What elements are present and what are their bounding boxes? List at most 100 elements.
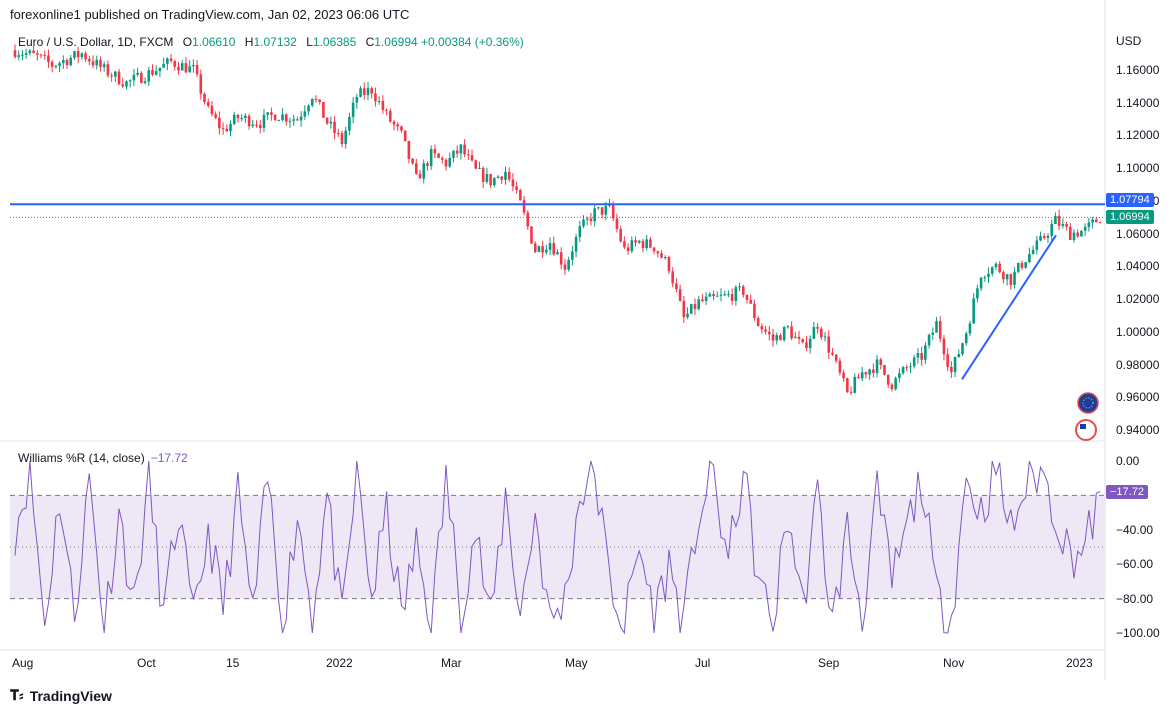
candle-body xyxy=(656,251,660,254)
indicator-value: −17.72 xyxy=(150,451,188,465)
candle-body xyxy=(1072,232,1076,240)
candle-body xyxy=(526,212,530,227)
candle-body xyxy=(91,61,95,66)
candle-body xyxy=(950,366,953,373)
candle-body xyxy=(262,114,266,128)
candle-body xyxy=(883,364,886,375)
candle-body xyxy=(794,336,797,339)
candle-body xyxy=(370,88,374,94)
candle-body xyxy=(366,88,370,95)
candle-body xyxy=(314,98,318,100)
low-label: L xyxy=(306,35,313,49)
indicator-legend[interactable]: Williams %R (14, close) −17.72 xyxy=(18,451,188,465)
candle-body xyxy=(50,62,54,67)
candle-body xyxy=(786,326,790,328)
candle-body xyxy=(281,114,284,121)
candle-body xyxy=(1054,215,1057,224)
candle-body xyxy=(675,283,678,290)
candle-body xyxy=(232,114,236,125)
candle-body xyxy=(842,372,845,379)
candle-body xyxy=(585,218,589,220)
candle-body xyxy=(898,373,901,379)
candle-body xyxy=(1042,236,1046,238)
candle-body xyxy=(143,81,147,83)
candle-body xyxy=(266,112,269,115)
candle-body xyxy=(422,163,426,179)
price-tick-label: 1.02000 xyxy=(1116,292,1160,307)
candle-body xyxy=(767,331,771,335)
candle-body xyxy=(374,93,377,102)
candle-body xyxy=(17,55,21,57)
candle-body xyxy=(184,63,188,73)
candle-body xyxy=(180,63,184,71)
candle-body xyxy=(385,110,388,112)
candle-body xyxy=(1002,272,1005,280)
symbol-name[interactable]: Euro / U.S. Dollar, 1D, FXCM xyxy=(18,35,174,49)
candle-body xyxy=(110,75,113,77)
candle-body xyxy=(990,267,994,274)
candle-body xyxy=(548,243,552,250)
candle-body xyxy=(652,247,656,252)
candle-body xyxy=(24,53,28,55)
candle-body xyxy=(203,93,206,103)
candle-body xyxy=(671,271,674,284)
candle-body xyxy=(704,296,708,302)
williams-r-line xyxy=(14,459,1101,635)
candle-body xyxy=(1031,249,1035,254)
candle-body xyxy=(1009,274,1013,285)
candle-body xyxy=(500,176,504,180)
candle-body xyxy=(571,251,574,260)
candle-body xyxy=(519,189,522,201)
candle-body xyxy=(1016,263,1020,272)
candle-body xyxy=(927,334,931,346)
candle-body xyxy=(715,295,719,297)
candle-body xyxy=(504,171,507,180)
candle-body xyxy=(121,84,125,87)
candle-body xyxy=(277,120,281,122)
candle-body xyxy=(210,105,214,115)
candle-body xyxy=(619,229,622,242)
time-tick-label: 15 xyxy=(226,656,240,670)
candle-body xyxy=(188,66,191,73)
candle-body xyxy=(415,163,418,174)
candle-body xyxy=(730,294,734,301)
candle-body xyxy=(894,378,897,390)
candle-body xyxy=(537,246,541,252)
candle-body xyxy=(511,179,515,187)
candle-body xyxy=(377,100,381,102)
candle-body xyxy=(753,303,756,318)
candle-body xyxy=(589,218,593,222)
candle-body xyxy=(255,124,258,126)
candle-body xyxy=(649,239,652,248)
candle-body xyxy=(797,336,801,340)
candle-body xyxy=(162,63,165,68)
change-value: +0.00384 (+0.36%) xyxy=(421,35,524,49)
candle-body xyxy=(433,149,437,154)
candle-body xyxy=(396,124,400,127)
tradingview-footer[interactable]: 𝐓⸗ TradingView xyxy=(10,687,112,704)
candle-body xyxy=(258,125,262,128)
time-tick-label: Mar xyxy=(441,656,462,670)
candle-body xyxy=(441,157,444,160)
candle-body xyxy=(1076,232,1080,237)
time-tick-label: Sep xyxy=(818,656,840,670)
candle-body xyxy=(310,98,314,106)
candle-body xyxy=(158,67,162,72)
candle-body xyxy=(474,160,478,169)
candle-body xyxy=(615,218,619,230)
candle-body xyxy=(853,376,857,393)
candle-body xyxy=(28,50,32,54)
price-tick-label: 1.12000 xyxy=(1116,128,1160,143)
price-tick-label: 1.16000 xyxy=(1116,63,1160,77)
candle-body xyxy=(808,338,812,349)
candle-body xyxy=(132,74,136,81)
candle-body xyxy=(336,133,340,135)
candle-body xyxy=(942,338,946,355)
candle-body xyxy=(1068,226,1072,240)
candle-body xyxy=(452,150,455,158)
candle-body xyxy=(879,359,883,365)
candle-body xyxy=(1013,271,1016,285)
indicator-name: Williams %R (14, close) xyxy=(18,451,145,465)
candle-body xyxy=(938,321,942,339)
